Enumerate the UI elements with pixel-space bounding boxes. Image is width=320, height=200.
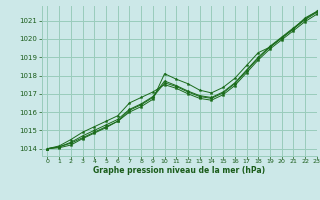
X-axis label: Graphe pression niveau de la mer (hPa): Graphe pression niveau de la mer (hPa) xyxy=(93,166,265,175)
